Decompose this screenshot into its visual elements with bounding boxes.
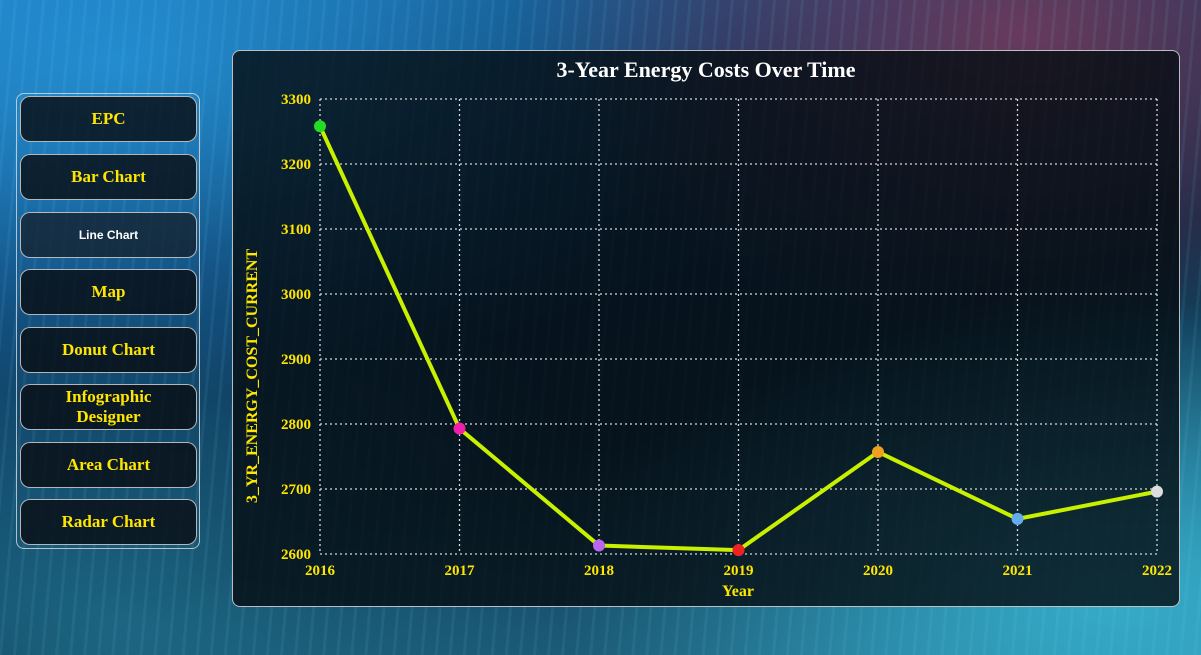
y-tick-label: 2800 [281,417,311,433]
y-tick-label: 2700 [281,482,311,498]
data-point-2016[interactable] [314,120,326,133]
x-axis-label: Year [722,583,754,600]
sidebar-nav: EPC Bar Chart Line Chart Map Donut Chart… [16,93,200,549]
x-tick-label: 2017 [445,563,476,579]
nav-button-bar-chart[interactable]: Bar Chart [20,154,197,200]
y-tick-label: 3100 [281,222,311,238]
line-chart: 2600 2700 2800 2900 3000 3100 3200 3300 2016 2017… [244,92,1172,600]
x-tick-label: 2019 [724,563,754,579]
y-tick-label: 3300 [281,92,311,108]
data-point-2017[interactable] [453,422,466,435]
x-tick-label: 2018 [584,563,614,579]
nav-button-epc[interactable]: EPC [20,96,197,142]
y-tick-label: 2900 [281,352,311,368]
nav-button-line-chart[interactable]: Line Chart [20,212,197,258]
x-tick-label: 2016 [305,563,336,579]
y-tick-label: 3200 [281,157,311,173]
nav-button-infographic-designer[interactable]: Infographic Designer [20,384,197,430]
data-point-2022[interactable] [1151,485,1163,498]
data-point-2018[interactable] [593,539,605,552]
data-point-2020[interactable] [872,445,884,458]
chart-title: 3-Year Energy Costs Over Time [556,57,856,82]
nav-button-map[interactable]: Map [20,269,197,315]
data-point-2021[interactable] [1011,512,1024,525]
x-tick-label: 2022 [1142,563,1172,579]
data-point-2019[interactable] [732,544,745,557]
nav-button-radar-chart[interactable]: Radar Chart [20,499,197,545]
x-tick-label: 2021 [1003,563,1033,579]
x-tick-label: 2020 [863,563,893,579]
y-tick-label: 2600 [281,547,311,563]
nav-button-area-chart[interactable]: Area Chart [20,442,197,488]
chart-panel: 3-Year Energy Costs Over Time 2600 2700 28… [232,50,1180,607]
y-tick-label: 3000 [281,287,311,303]
nav-button-donut-chart[interactable]: Donut Chart [20,327,197,373]
y-axis-label: 3_YR_ENERGY_COST_CURRENT [244,249,261,504]
